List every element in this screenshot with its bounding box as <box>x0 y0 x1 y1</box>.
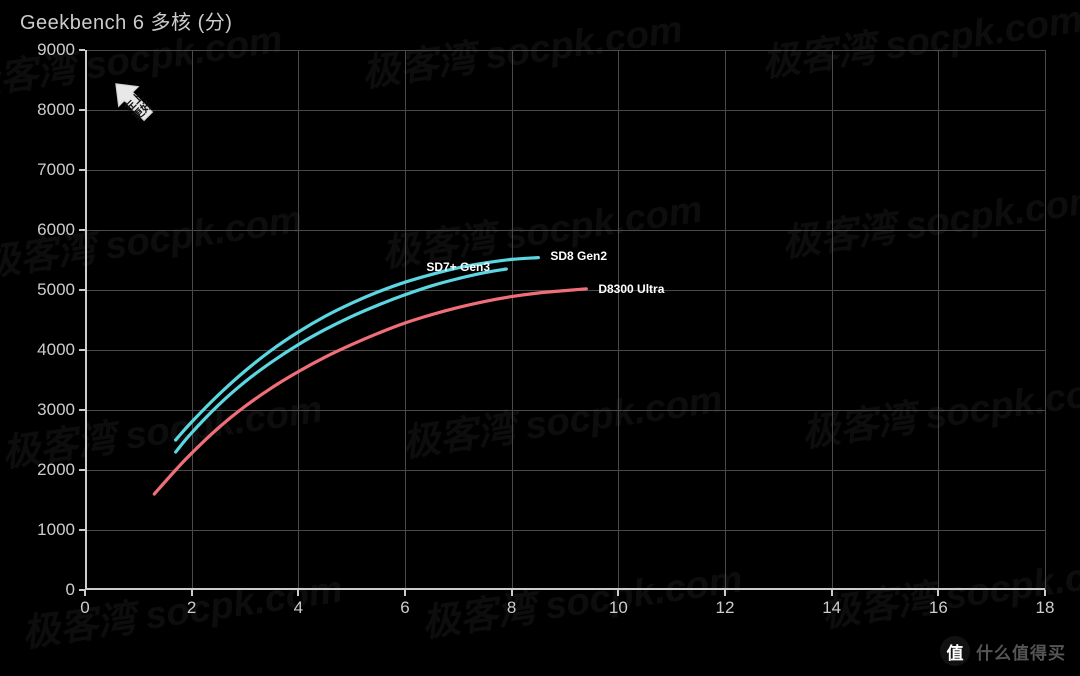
ytick-label: 7000 <box>37 160 85 180</box>
chart-title: Geekbench 6 多核 (分) <box>20 6 232 35</box>
direction-badge: 左上 更好 <box>107 75 167 135</box>
xtick-label: 2 <box>187 590 196 618</box>
chart-container: 极客湾 socpk.com 极客湾 socpk.com 极客湾 socpk.co… <box>0 0 1080 676</box>
ytick-label: 9000 <box>37 40 85 60</box>
ytick-label: 5000 <box>37 280 85 300</box>
xtick-label: 12 <box>716 590 735 618</box>
xtick-label: 18 <box>1036 590 1055 618</box>
ytick-label: 4000 <box>37 340 85 360</box>
attribution: 值 什么值得买 <box>940 636 1066 666</box>
ytick-label: 8000 <box>37 100 85 120</box>
gridline-vertical <box>1045 50 1046 590</box>
axis-border <box>85 50 1045 590</box>
xtick-label: 4 <box>294 590 303 618</box>
xtick-label: 10 <box>609 590 628 618</box>
xtick-label: 6 <box>400 590 409 618</box>
attribution-text: 什么值得买 <box>976 639 1066 664</box>
xtick-label: 14 <box>822 590 841 618</box>
attribution-badge: 值 <box>940 636 970 666</box>
xtick-label: 8 <box>507 590 516 618</box>
ytick-label: 3000 <box>37 400 85 420</box>
plot-area: SD8 Gen2SD7+ Gen3D8300 Ultra 01000200030… <box>85 50 1045 590</box>
ytick-label: 2000 <box>37 460 85 480</box>
xtick-label: 0 <box>80 590 89 618</box>
ytick-label: 1000 <box>37 520 85 540</box>
ytick-label: 6000 <box>37 220 85 240</box>
xtick-label: 16 <box>929 590 948 618</box>
